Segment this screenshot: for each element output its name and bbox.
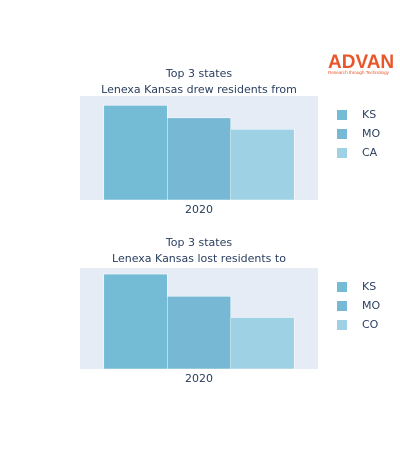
- legend-label: KS: [362, 280, 376, 293]
- legend-swatch: [337, 129, 347, 139]
- legend-swatch: [337, 110, 347, 120]
- legend-swatch: [337, 282, 347, 292]
- legend-label: MO: [362, 299, 380, 312]
- legend-swatch: [337, 148, 347, 158]
- bar: [167, 117, 231, 201]
- bar: [167, 296, 231, 370]
- chart-title: Lenexa Kansas lost residents to: [112, 252, 286, 265]
- legend-swatch: [337, 320, 347, 330]
- logo-tagline: Research through Technology: [328, 70, 390, 75]
- logo-text: ADVAN: [328, 52, 394, 73]
- legend-label: KS: [362, 108, 376, 121]
- bar: [103, 105, 168, 201]
- bar: [230, 317, 295, 370]
- legend-label: MO: [362, 127, 380, 140]
- x-tick-label: 2020: [185, 372, 213, 385]
- legend-label: CO: [362, 318, 379, 331]
- bar: [103, 273, 168, 370]
- bar: [230, 129, 295, 201]
- chart-title: Lenexa Kansas drew residents from: [101, 83, 297, 96]
- legend-swatch: [337, 301, 347, 311]
- legend-label: CA: [362, 146, 378, 159]
- x-tick-label: 2020: [185, 203, 213, 216]
- chart-title: Top 3 states: [165, 236, 232, 249]
- chart-title: Top 3 states: [165, 67, 232, 80]
